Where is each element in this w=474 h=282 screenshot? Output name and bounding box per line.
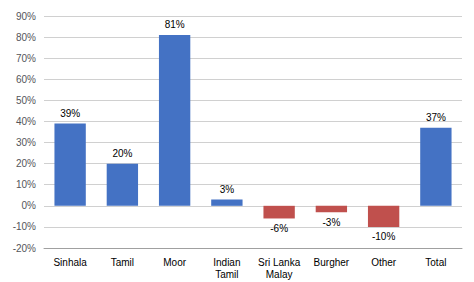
svg-text:39%: 39%: [60, 108, 80, 119]
svg-text:Total: Total: [425, 257, 446, 268]
svg-text:Moor: Moor: [163, 257, 186, 268]
svg-text:Tamil: Tamil: [215, 269, 238, 280]
svg-text:Malay: Malay: [266, 269, 293, 280]
svg-text:90%: 90%: [16, 11, 36, 22]
svg-text:-10%: -10%: [372, 231, 395, 242]
svg-text:20%: 20%: [16, 158, 36, 169]
svg-text:0%: 0%: [22, 200, 37, 211]
svg-text:30%: 30%: [16, 137, 36, 148]
svg-text:Sinhala: Sinhala: [53, 257, 87, 268]
svg-text:-6%: -6%: [270, 223, 288, 234]
svg-text:3%: 3%: [220, 184, 235, 195]
svg-text:37%: 37%: [426, 112, 446, 123]
svg-text:-10%: -10%: [13, 221, 36, 232]
svg-text:60%: 60%: [16, 74, 36, 85]
svg-text:Tamil: Tamil: [111, 257, 134, 268]
svg-text:Other: Other: [371, 257, 397, 268]
svg-text:Burgher: Burgher: [314, 257, 350, 268]
svg-text:70%: 70%: [16, 53, 36, 64]
svg-text:40%: 40%: [16, 116, 36, 127]
svg-text:10%: 10%: [16, 179, 36, 190]
svg-text:Sri Lanka: Sri Lanka: [258, 257, 301, 268]
svg-text:Indian: Indian: [213, 257, 240, 268]
svg-text:-3%: -3%: [322, 217, 340, 228]
svg-text:20%: 20%: [112, 148, 132, 159]
svg-text:-20%: -20%: [13, 243, 36, 254]
svg-text:80%: 80%: [16, 32, 36, 43]
svg-text:81%: 81%: [165, 19, 185, 30]
svg-text:50%: 50%: [16, 95, 36, 106]
